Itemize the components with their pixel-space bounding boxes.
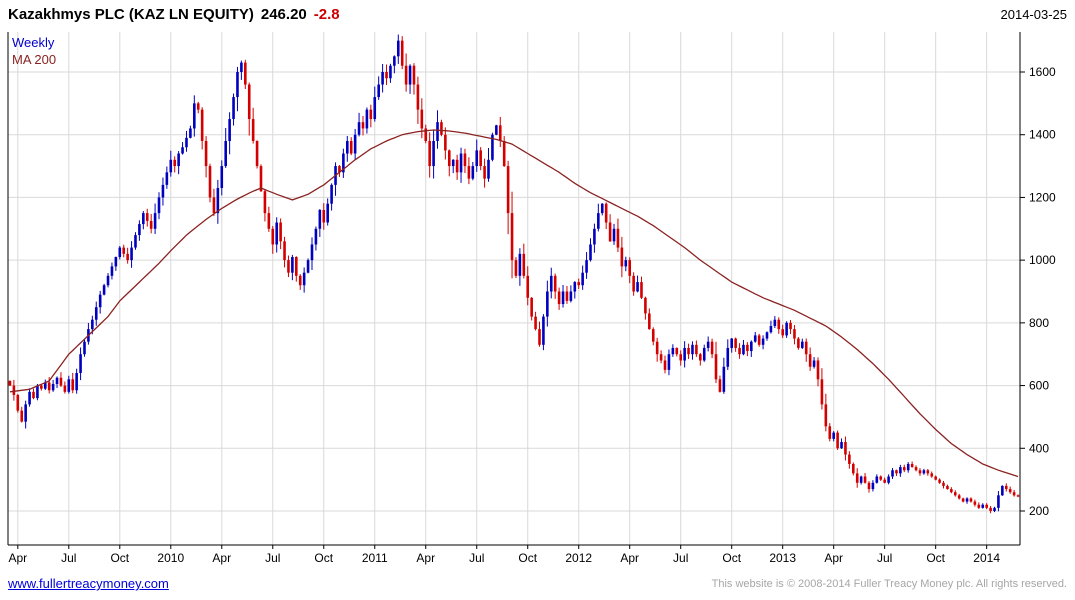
svg-text:600: 600 bbox=[1029, 379, 1049, 393]
svg-text:Jul: Jul bbox=[877, 551, 892, 565]
svg-text:400: 400 bbox=[1029, 441, 1049, 455]
website-link[interactable]: www.fullertreacymoney.com bbox=[8, 576, 169, 591]
svg-text:1200: 1200 bbox=[1029, 190, 1056, 204]
svg-text:Apr: Apr bbox=[620, 551, 639, 565]
chart-header: Kazakhmys PLC (KAZ LN EQUITY) 246.20 -2.8 … bbox=[0, 0, 1075, 28]
svg-text:Oct: Oct bbox=[110, 551, 129, 565]
svg-text:Oct: Oct bbox=[722, 551, 741, 565]
svg-text:2012: 2012 bbox=[565, 551, 592, 565]
last-price: 246.20 bbox=[260, 6, 307, 23]
svg-text:2014: 2014 bbox=[973, 551, 1000, 565]
chart-area: Weekly MA 200 200 400 600 800 1000 1200 1400 16… bbox=[0, 28, 1075, 573]
price-change: -2.8 bbox=[313, 6, 340, 23]
svg-text:Apr: Apr bbox=[416, 551, 435, 565]
svg-text:Oct: Oct bbox=[314, 551, 333, 565]
svg-text:Apr: Apr bbox=[212, 551, 231, 565]
svg-text:Jul: Jul bbox=[673, 551, 688, 565]
chart-title: Kazakhmys PLC (KAZ LN EQUITY) 246.20 -2.8 bbox=[8, 6, 340, 23]
svg-text:Jul: Jul bbox=[265, 551, 280, 565]
svg-text:2013: 2013 bbox=[769, 551, 796, 565]
chart-date: 2014-03-25 bbox=[1000, 7, 1068, 22]
svg-text:Apr: Apr bbox=[824, 551, 843, 565]
svg-text:1000: 1000 bbox=[1029, 253, 1056, 267]
svg-text:2011: 2011 bbox=[362, 551, 388, 565]
svg-text:2010: 2010 bbox=[157, 551, 184, 565]
svg-text:1400: 1400 bbox=[1029, 128, 1056, 142]
svg-text:1600: 1600 bbox=[1029, 65, 1056, 79]
svg-text:800: 800 bbox=[1029, 316, 1049, 330]
svg-text:Oct: Oct bbox=[518, 551, 537, 565]
svg-text:Jul: Jul bbox=[61, 551, 76, 565]
page-footer: www.fullertreacymoney.com This website i… bbox=[0, 573, 1075, 591]
instrument-name: Kazakhmys PLC (KAZ LN EQUITY) bbox=[8, 6, 254, 23]
svg-text:Oct: Oct bbox=[926, 551, 945, 565]
svg-text:200: 200 bbox=[1029, 504, 1049, 518]
svg-text:Jul: Jul bbox=[469, 551, 484, 565]
candlestick-chart: 200 400 600 800 1000 1200 1400 1600 Apr Jul Oct 201… bbox=[7, 32, 1056, 565]
svg-text:Apr: Apr bbox=[8, 551, 27, 565]
copyright-text: This website is © 2008-2014 Fuller Treac… bbox=[711, 577, 1067, 590]
